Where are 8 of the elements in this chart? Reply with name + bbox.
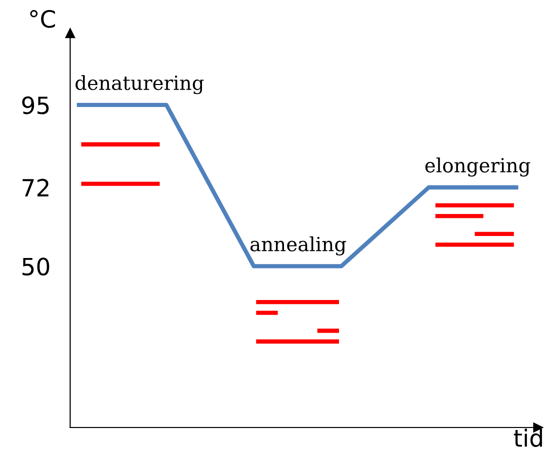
y-axis-title: °C <box>30 10 55 28</box>
x-axis-title: tid <box>514 428 542 447</box>
y-tick-label: 50 <box>22 258 50 276</box>
annotation: annealing <box>250 236 346 256</box>
y-tick-label: 72 <box>22 178 48 196</box>
annotation: denaturering <box>76 75 204 94</box>
y-tick-label: 95 <box>22 96 49 114</box>
annotation: elongering <box>425 158 530 177</box>
